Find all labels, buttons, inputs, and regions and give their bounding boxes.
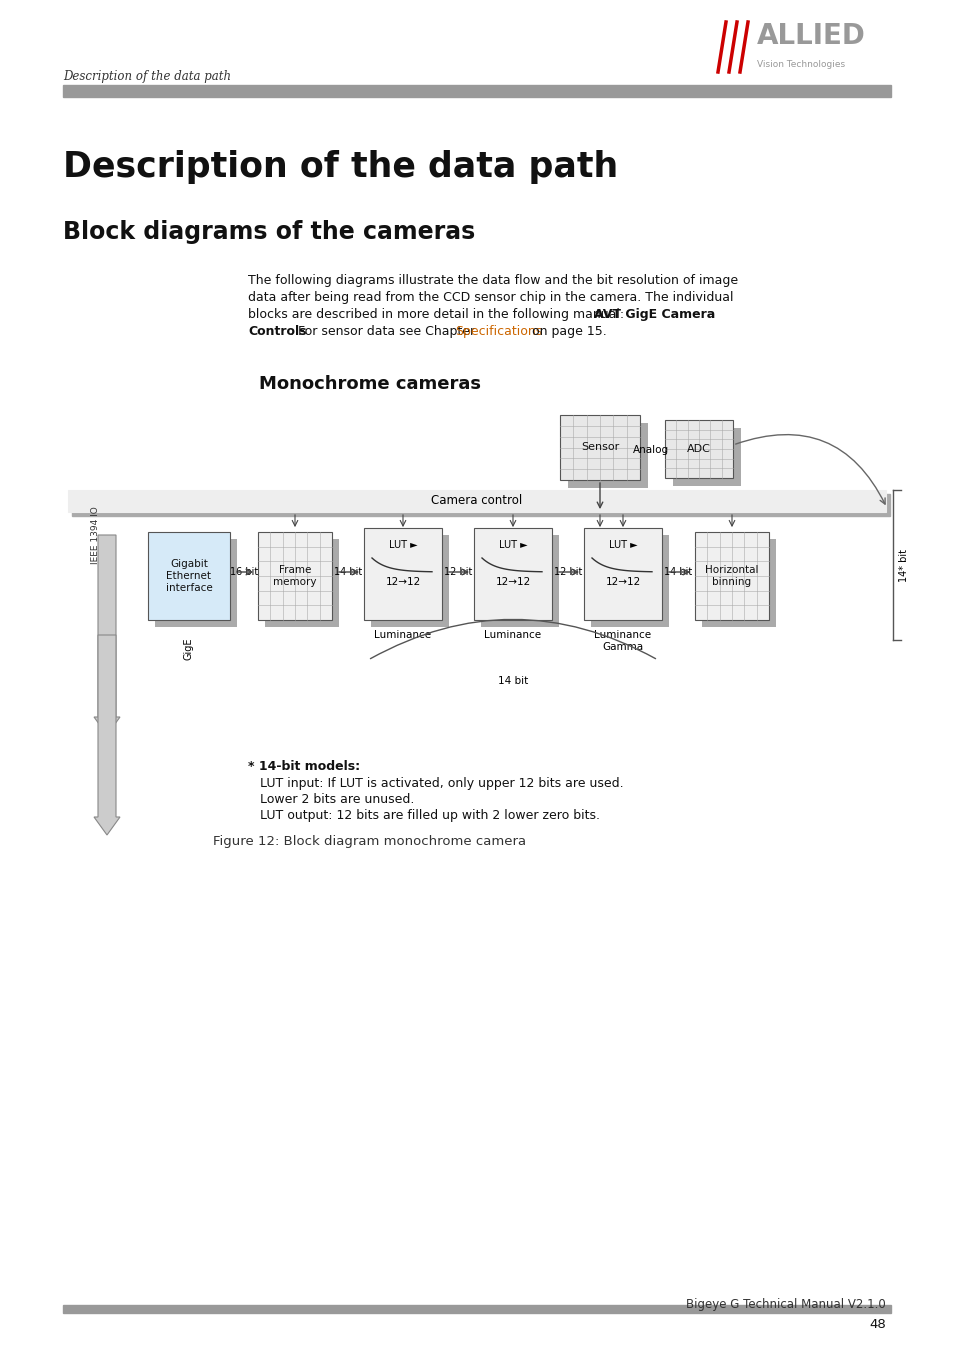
Text: on page 15.: on page 15. (527, 325, 606, 338)
Text: Gigabit
Ethernet
interface: Gigabit Ethernet interface (166, 559, 213, 593)
Text: Description of the data path: Description of the data path (63, 70, 231, 82)
Text: LUT output: 12 bits are filled up with 2 lower zero bits.: LUT output: 12 bits are filled up with 2… (248, 809, 599, 822)
FancyBboxPatch shape (148, 532, 230, 620)
Text: Figure 12: Block diagram monochrome camera: Figure 12: Block diagram monochrome came… (213, 836, 526, 848)
Text: LUT ►: LUT ► (498, 540, 527, 549)
FancyBboxPatch shape (154, 539, 236, 626)
Text: Analog: Analog (632, 446, 668, 455)
Text: Monochrome cameras: Monochrome cameras (258, 375, 480, 393)
Text: Bigeye G Technical Manual V2.1.0: Bigeye G Technical Manual V2.1.0 (685, 1297, 885, 1311)
Text: Sensor: Sensor (580, 443, 618, 452)
Text: IEEE 1394 IO: IEEE 1394 IO (91, 506, 100, 564)
FancyBboxPatch shape (567, 423, 647, 487)
Text: Luminance: Luminance (484, 630, 541, 640)
Text: AVT GigE Camera: AVT GigE Camera (594, 308, 715, 321)
FancyBboxPatch shape (559, 414, 639, 481)
Text: Controls: Controls (248, 325, 306, 338)
FancyBboxPatch shape (364, 528, 441, 620)
FancyBboxPatch shape (583, 528, 661, 620)
Text: 12 bit: 12 bit (554, 567, 581, 576)
Text: . For sensor data see Chapter: . For sensor data see Chapter (290, 325, 478, 338)
FancyBboxPatch shape (701, 539, 775, 626)
Text: ADC: ADC (686, 444, 710, 454)
FancyBboxPatch shape (371, 535, 449, 626)
FancyBboxPatch shape (590, 535, 668, 626)
Text: The following diagrams illustrate the data flow and the bit resolution of image: The following diagrams illustrate the da… (248, 274, 738, 288)
Text: 14 bit: 14 bit (663, 567, 692, 576)
Text: ALLIED: ALLIED (757, 22, 865, 50)
Text: LUT ►: LUT ► (608, 540, 637, 549)
Text: Luminance: Luminance (374, 630, 431, 640)
FancyArrow shape (94, 535, 120, 734)
Bar (71, 494, 889, 516)
Text: 14* bit: 14* bit (898, 548, 908, 582)
Text: * 14-bit models:: * 14-bit models: (248, 760, 359, 774)
FancyBboxPatch shape (672, 428, 740, 486)
FancyArrow shape (94, 634, 120, 836)
Text: 12→12: 12→12 (495, 576, 530, 587)
Text: 12→12: 12→12 (385, 576, 420, 587)
Text: 12→12: 12→12 (605, 576, 640, 587)
Text: LUT ►: LUT ► (388, 540, 416, 549)
Bar (68, 490, 885, 512)
Bar (63, 1305, 890, 1314)
Text: 12 bit: 12 bit (443, 567, 472, 576)
Text: Description of the data path: Description of the data path (63, 150, 618, 184)
Text: Vision Technologies: Vision Technologies (757, 59, 844, 69)
Text: 16 bit: 16 bit (230, 567, 258, 576)
Text: 48: 48 (868, 1318, 885, 1331)
Text: data after being read from the CCD sensor chip in the camera. The individual: data after being read from the CCD senso… (248, 292, 733, 304)
Text: Block diagrams of the cameras: Block diagrams of the cameras (63, 220, 475, 244)
Text: Specifications: Specifications (455, 325, 541, 338)
FancyBboxPatch shape (474, 528, 552, 620)
FancyBboxPatch shape (695, 532, 768, 620)
Text: 14 bit: 14 bit (334, 567, 362, 576)
FancyBboxPatch shape (257, 532, 332, 620)
Text: Horizontal
binning: Horizontal binning (704, 566, 758, 587)
FancyBboxPatch shape (664, 420, 732, 478)
Text: Camera control: Camera control (431, 494, 522, 508)
Text: Frame
memory: Frame memory (273, 566, 316, 587)
FancyBboxPatch shape (480, 535, 558, 626)
Text: LUT input: If LUT is activated, only upper 12 bits are used.: LUT input: If LUT is activated, only upp… (248, 778, 623, 790)
Text: Lower 2 bits are unused.: Lower 2 bits are unused. (248, 792, 414, 806)
Text: blocks are described in more detail in the following manual:: blocks are described in more detail in t… (248, 308, 627, 321)
Text: 14 bit: 14 bit (497, 676, 528, 686)
Text: GigE: GigE (184, 639, 193, 660)
Text: Luminance
Gamma: Luminance Gamma (594, 630, 651, 652)
FancyBboxPatch shape (265, 539, 338, 626)
Bar (63, 85, 890, 97)
